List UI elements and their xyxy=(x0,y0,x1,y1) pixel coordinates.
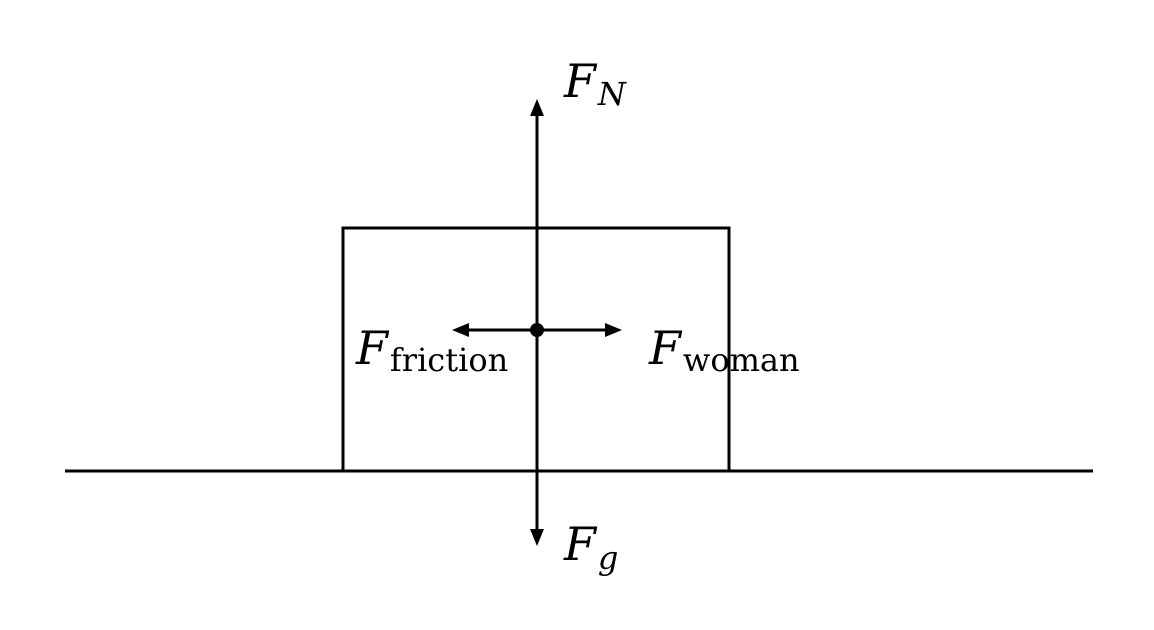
normal-force-label: FN xyxy=(563,54,627,113)
gravity-force-label: Fg xyxy=(563,517,618,577)
woman-force-symbol: F xyxy=(648,321,683,375)
friction-force-label: Ffriction xyxy=(355,321,508,379)
gravity-force-symbol: F xyxy=(563,517,598,571)
gravity-force-subscript: g xyxy=(598,539,618,577)
woman-force-arrowhead xyxy=(605,323,622,337)
gravity-force-arrowhead xyxy=(530,529,544,546)
center-of-mass-dot xyxy=(530,323,544,337)
friction-force-symbol: F xyxy=(355,321,390,375)
normal-force-symbol: F xyxy=(563,54,598,108)
normal-force-subscript: N xyxy=(597,75,627,113)
woman-force-subscript: woman xyxy=(683,341,800,379)
friction-force-arrowhead xyxy=(452,323,469,337)
woman-force-label: Fwoman xyxy=(648,321,800,379)
friction-force-subscript: friction xyxy=(390,341,508,379)
normal-force-arrowhead xyxy=(530,99,544,116)
